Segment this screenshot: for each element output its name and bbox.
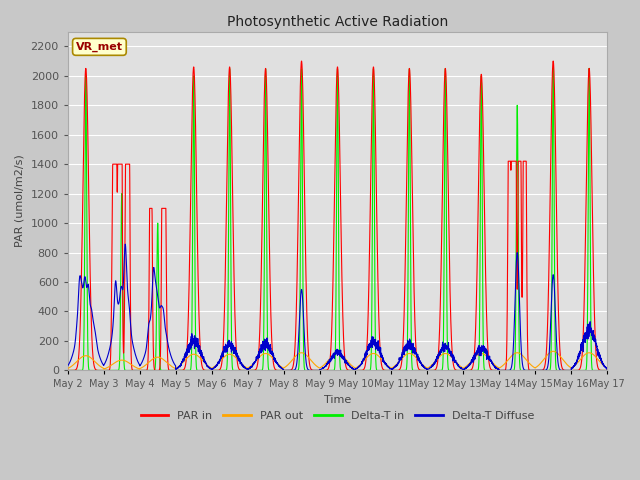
Y-axis label: PAR (umol/m2/s): PAR (umol/m2/s) — [15, 155, 25, 247]
Title: Photosynthetic Active Radiation: Photosynthetic Active Radiation — [227, 15, 448, 29]
X-axis label: Time: Time — [324, 395, 351, 405]
Text: VR_met: VR_met — [76, 42, 123, 52]
Legend: PAR in, PAR out, Delta-T in, Delta-T Diffuse: PAR in, PAR out, Delta-T in, Delta-T Dif… — [136, 407, 539, 426]
